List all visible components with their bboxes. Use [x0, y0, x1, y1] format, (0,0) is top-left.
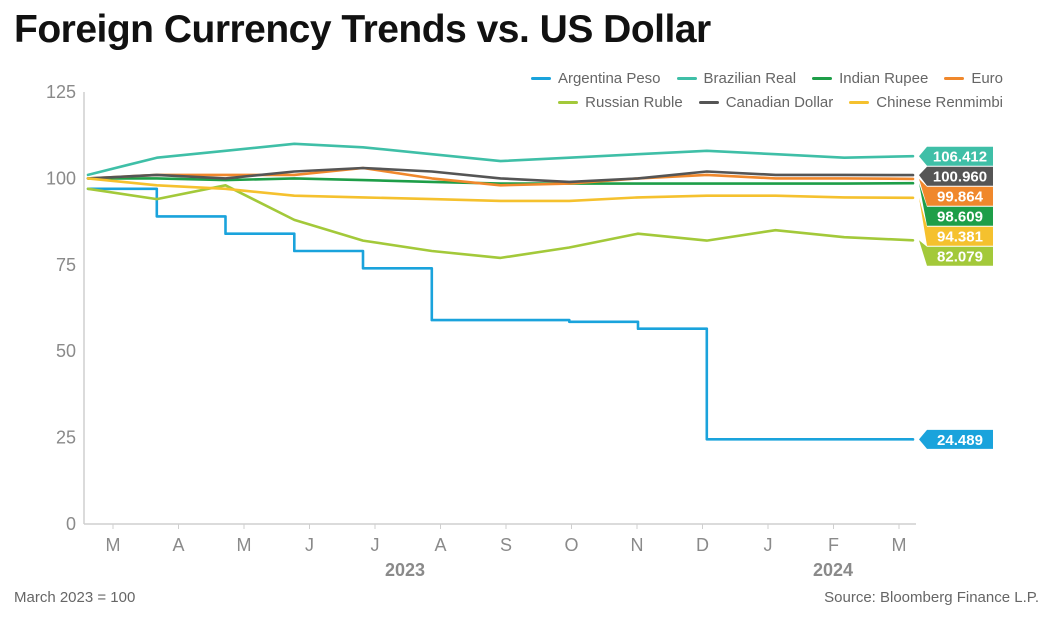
end-label-indian-rupee: 98.609	[937, 209, 983, 226]
legend-swatch	[698, 100, 719, 104]
legend-item-chinese-renmimbi: Chinese Renmimbi	[849, 94, 1003, 111]
source-credit: Source: Bloomberg Finance L.P.	[824, 589, 1039, 606]
year-label: 2023	[385, 560, 425, 580]
legend-label: Russian Ruble	[585, 93, 683, 111]
series-line-russian-ruble	[86, 184, 915, 260]
end-label-brazilian-real: 106.412	[933, 149, 987, 166]
chart-legend: Argentina Peso Brazilian Real Indian Rup…	[463, 66, 1003, 114]
legend-swatch	[530, 76, 551, 80]
x-tick-label: M	[237, 535, 252, 555]
chart-title: Foreign Currency Trends vs. US Dollar	[14, 8, 711, 51]
footnote-baseline: March 2023 = 100	[14, 589, 136, 606]
y-tick-label: 0	[66, 514, 76, 534]
x-tick-label: J	[371, 535, 380, 555]
end-tag-chinese-renmimbi	[919, 197, 993, 246]
x-tick-label: J	[764, 535, 773, 555]
series-line-argentina-peso	[86, 187, 915, 441]
end-label-euro: 99.864	[937, 189, 984, 206]
series-line-euro	[86, 166, 915, 187]
end-tag-indian-rupee	[919, 183, 993, 226]
legend-label: Euro	[971, 69, 1003, 87]
legend-swatch	[676, 76, 697, 80]
legend-item-canadian-dollar: Canadian Dollar	[698, 93, 834, 111]
legend-label: Chinese Renmimbi	[876, 93, 1003, 111]
series-line-chinese-renmimbi	[86, 177, 915, 203]
series-line-indian-rupee	[86, 177, 915, 185]
legend-swatch	[812, 76, 833, 80]
end-tag-euro	[919, 178, 993, 206]
legend-item-brazilian-real: Brazilian Real	[676, 69, 797, 87]
x-tick-label: O	[564, 535, 578, 555]
legend-item-russian-ruble: Russian Ruble	[558, 94, 683, 111]
x-tick-label: N	[631, 535, 644, 555]
legend-swatch	[849, 100, 870, 104]
legend-swatch	[558, 100, 579, 104]
year-label: 2024	[813, 560, 853, 580]
legend-item-indian-rupee: Indian Rupee	[812, 70, 928, 87]
legend-label: Argentina Peso	[557, 69, 661, 87]
legend-label: Brazilian Real	[703, 69, 797, 87]
series-line-brazilian-real	[86, 142, 915, 177]
y-tick-label: 50	[56, 341, 76, 361]
legend-item-argentina-peso: Argentina Peso	[530, 69, 661, 87]
x-tick-label: M	[892, 535, 907, 555]
legend-label: Indian Rupee	[839, 69, 929, 87]
x-tick-label: J	[305, 535, 314, 555]
y-tick-label: 75	[56, 255, 76, 275]
legend-label: Canadian Dollar	[725, 93, 834, 111]
x-tick-label: M	[106, 535, 121, 555]
x-tick-label: F	[828, 535, 839, 555]
x-tick-label: A	[434, 535, 446, 555]
end-tag-argentina-peso	[919, 429, 993, 449]
end-tag-russian-ruble	[919, 240, 993, 266]
end-label-chinese-renmimbi: 94.381	[937, 229, 983, 246]
legend-row-1: Argentina Peso Brazilian Real Indian Rup…	[463, 66, 1003, 90]
legend-swatch	[944, 76, 965, 80]
x-tick-label: A	[172, 535, 184, 555]
y-tick-label: 25	[56, 428, 76, 448]
legend-row-2: Russian Ruble Canadian Dollar Chinese Re…	[463, 90, 1003, 114]
series-line-canadian-dollar	[86, 166, 915, 184]
end-label-argentina-peso: 24.489	[937, 432, 983, 449]
end-tag-canadian-dollar	[919, 166, 993, 186]
end-label-russian-ruble: 82.079	[937, 249, 983, 266]
end-label-canadian-dollar: 100.960	[933, 169, 987, 186]
x-tick-label: S	[500, 535, 512, 555]
end-tag-brazilian-real	[919, 146, 993, 166]
y-tick-label: 100	[46, 168, 76, 188]
y-tick-label: 125	[46, 82, 76, 102]
legend-item-euro: Euro	[944, 70, 1003, 87]
x-tick-label: D	[696, 535, 709, 555]
